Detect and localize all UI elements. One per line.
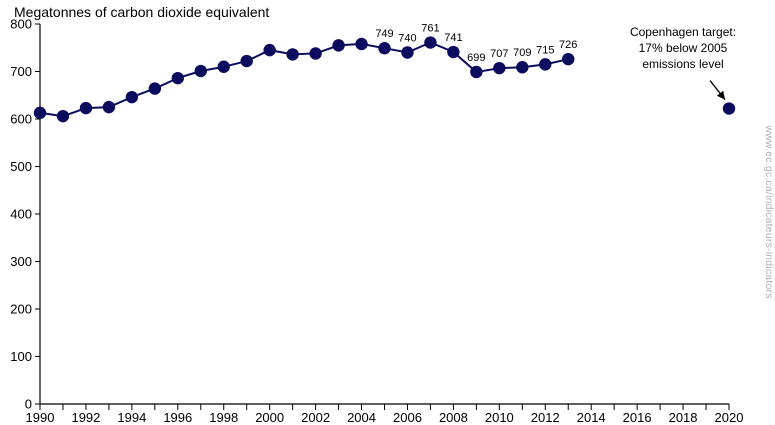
copenhagen-annotation: Copenhagen target: 17% below 2005 emissi… (608, 24, 758, 72)
data-point (148, 82, 162, 95)
x-tick-label: 1990 (26, 410, 55, 425)
x-tick-label: 1996 (163, 410, 192, 425)
y-axis-title: Megatonnes of carbon dioxide equivalent (14, 4, 270, 20)
x-tick-label: 2008 (439, 410, 468, 425)
data-label: 749 (375, 28, 393, 40)
x-tick-label: 2020 (715, 410, 744, 425)
data-point (286, 48, 299, 61)
data-point (447, 45, 460, 59)
x-tick-label: 2014 (577, 410, 606, 425)
data-point (79, 101, 93, 115)
x-tick-label: 2000 (255, 410, 284, 425)
x-tick-label: 2010 (485, 410, 514, 425)
x-tick-label: 2004 (347, 410, 376, 425)
x-tick-label: 2002 (301, 410, 330, 425)
data-label: 707 (490, 48, 508, 60)
data-label: 741 (444, 32, 462, 44)
data-label: 699 (467, 52, 485, 64)
data-point (125, 90, 139, 104)
data-point (424, 36, 437, 49)
y-tick-label: 100 (10, 349, 32, 364)
y-tick-label: 500 (10, 159, 32, 174)
series-line (39, 41, 569, 118)
data-label: 761 (421, 23, 439, 35)
x-tick-label: 2012 (531, 410, 560, 425)
data-point (332, 39, 345, 52)
annotation-line-3: emissions level (642, 57, 724, 71)
annotation-arrow-head (716, 90, 725, 100)
data-point (516, 61, 529, 74)
y-tick-label: 200 (10, 302, 32, 317)
x-tick-label: 2018 (669, 410, 698, 425)
annotation-line-2: 17% below 2005 (638, 41, 728, 55)
data-point (171, 71, 184, 85)
data-point (33, 106, 47, 120)
data-point (56, 109, 70, 123)
data-point (493, 61, 506, 75)
y-tick-label: 300 (10, 254, 32, 269)
x-tick-label: 1994 (117, 410, 146, 425)
x-tick-label: 2006 (393, 410, 422, 425)
data-label: 715 (536, 44, 554, 56)
data-point (470, 65, 483, 79)
data-label: 709 (513, 47, 531, 59)
data-point (217, 60, 230, 73)
data-label: 740 (398, 33, 416, 45)
y-tick-label: 400 (10, 207, 32, 222)
data-point (309, 47, 322, 60)
data-point (263, 43, 276, 57)
target-point (722, 102, 736, 115)
data-point (539, 58, 552, 71)
data-point (240, 54, 253, 68)
data-label: 726 (559, 39, 577, 51)
y-tick-label: 800 (10, 17, 32, 32)
y-tick-label: 600 (10, 112, 32, 127)
data-point (102, 100, 116, 114)
data-point (401, 46, 414, 59)
annotation-line-1: Copenhagen target: (629, 25, 737, 39)
data-point (355, 37, 368, 51)
x-tick-label: 2016 (623, 410, 652, 425)
data-point (194, 64, 207, 78)
x-tick-label: 1998 (209, 410, 238, 425)
x-tick-label: 1992 (71, 410, 100, 425)
y-tick-label: 0 (25, 397, 32, 412)
data-point (378, 42, 391, 55)
y-tick-label: 700 (10, 64, 32, 79)
data-point (562, 52, 575, 66)
